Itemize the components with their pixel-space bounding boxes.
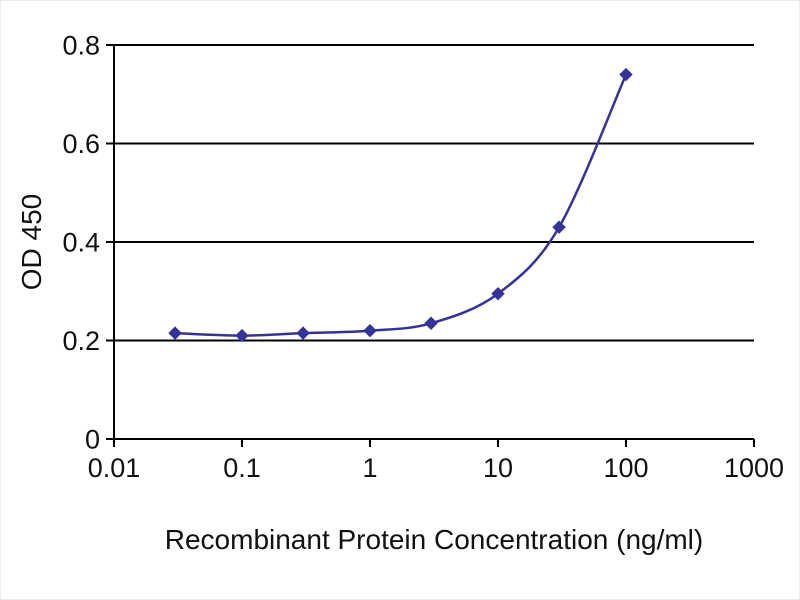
y-tick-label: 0.2 <box>62 326 100 356</box>
x-tick-label: 0.1 <box>223 453 261 483</box>
series-line <box>175 74 628 337</box>
data-point-marker <box>424 316 438 330</box>
x-tick-label: 0.01 <box>88 453 141 483</box>
x-tick-label: 100 <box>603 453 648 483</box>
y-tick-label: 0.4 <box>62 227 100 257</box>
data-point-marker <box>363 323 377 338</box>
data-series <box>168 67 633 343</box>
tick-labels: 0 0.2 0.4 0.6 0.8 0.01 0.1 1 10 100 1000 <box>62 30 784 483</box>
data-point-marker <box>235 328 249 343</box>
x-tick-label: 1000 <box>724 453 784 483</box>
data-point-marker <box>491 287 505 301</box>
x-tick-label: 1 <box>362 453 377 483</box>
y-tick-label: 0.6 <box>62 129 100 159</box>
gridlines <box>114 44 754 342</box>
y-axis-label: OD 450 <box>16 194 47 291</box>
data-point-marker <box>552 220 566 234</box>
data-point-marker <box>296 326 310 340</box>
x-axis-label: Recombinant Protein Concentration (ng/ml… <box>165 524 703 555</box>
y-tick-label: 0.8 <box>62 30 100 60</box>
axes <box>106 44 755 447</box>
data-point-marker <box>619 67 633 82</box>
y-tick-label: 0 <box>85 424 100 454</box>
data-point-marker <box>168 326 182 340</box>
x-tick-label: 10 <box>483 453 513 483</box>
